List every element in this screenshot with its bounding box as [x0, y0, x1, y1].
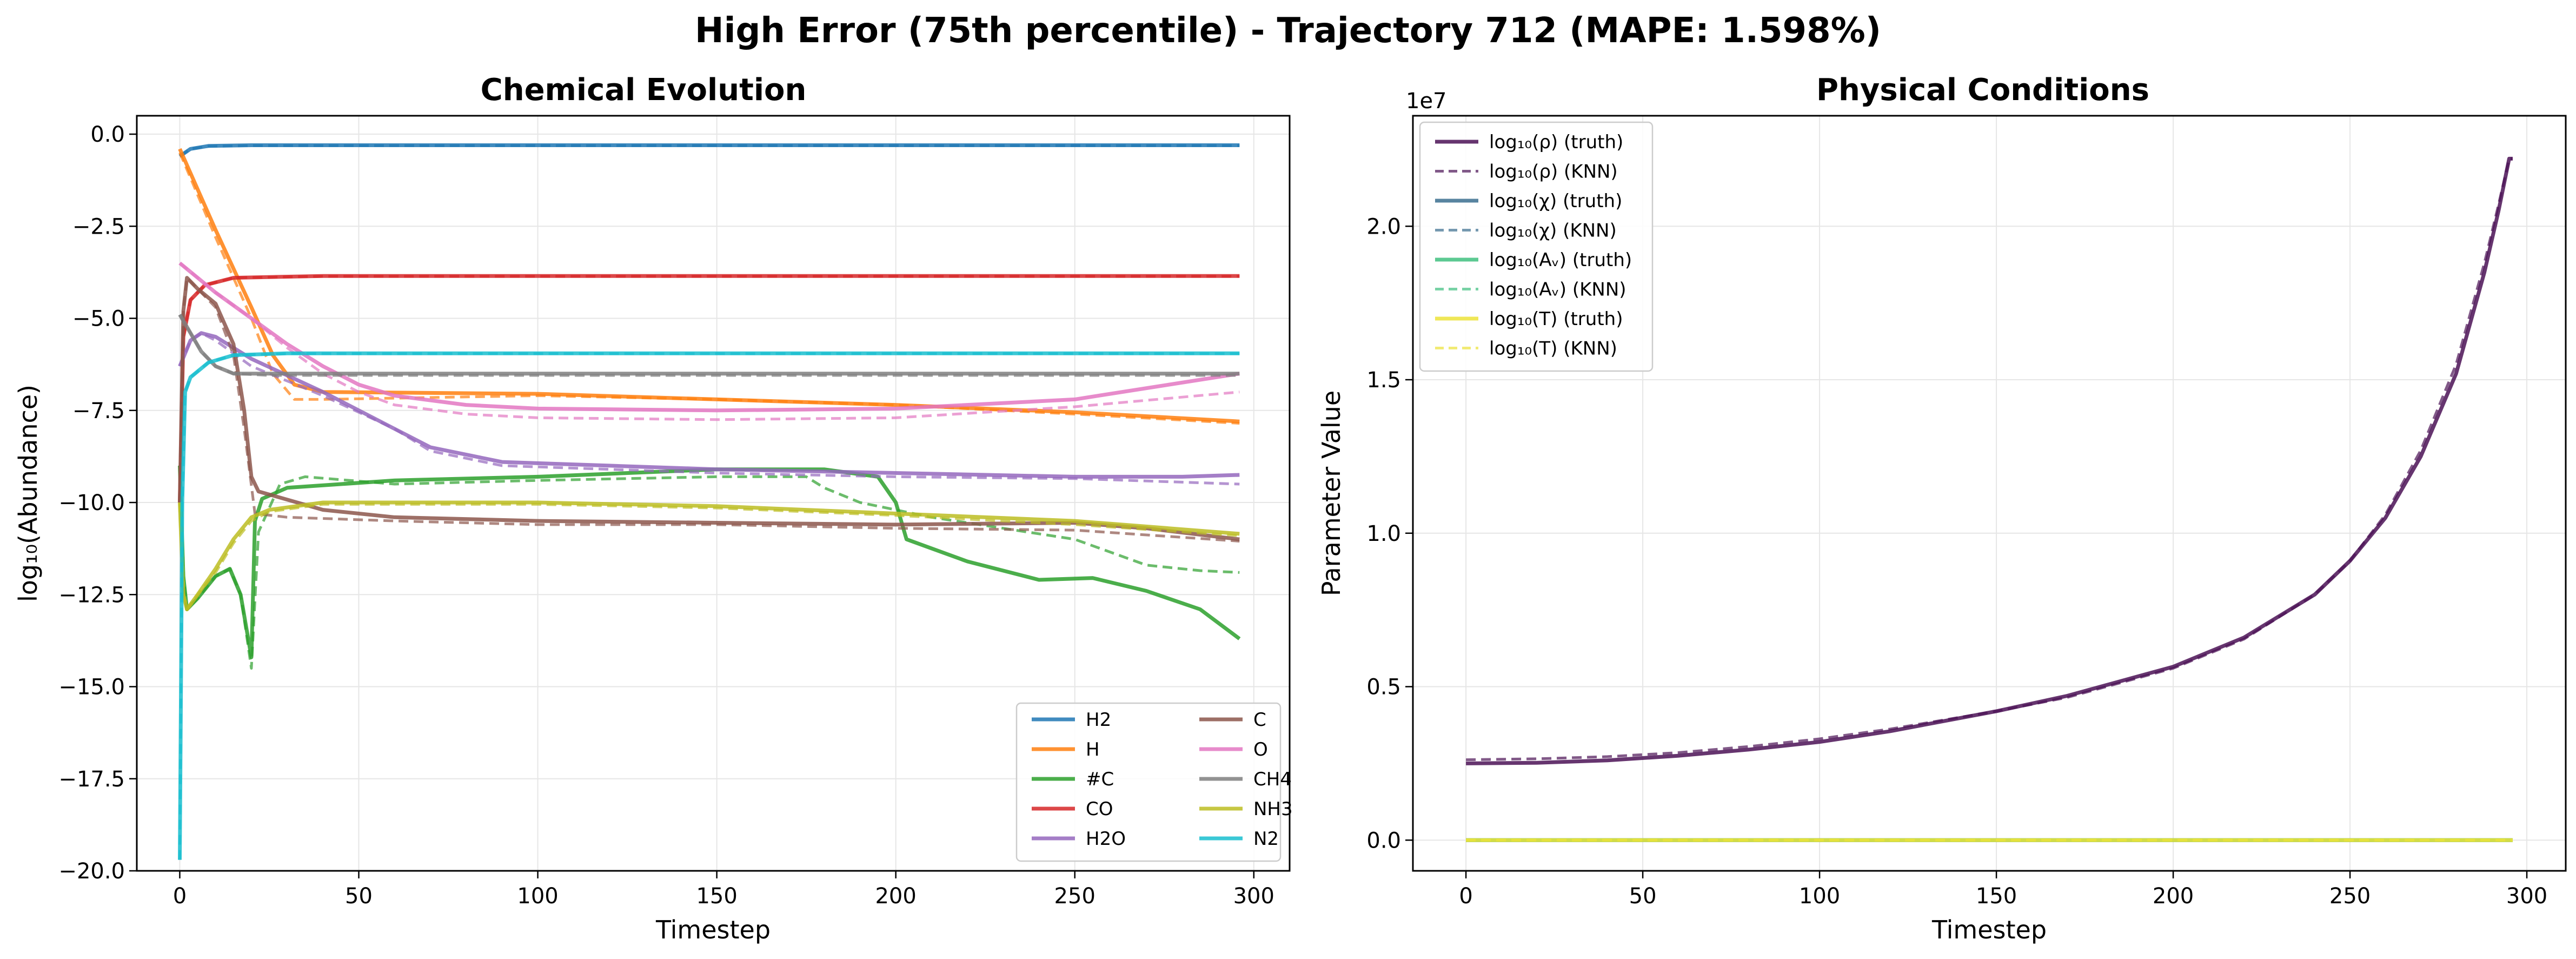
x-tick-label: 200 — [875, 884, 916, 909]
right-legend: log₁₀(ρ) (truth) log₁₀(ρ) (KNN) log₁₀(χ) (… — [1419, 121, 1654, 372]
x-tick-label: 100 — [1799, 884, 1840, 909]
x-tick-label: 250 — [1054, 884, 1096, 909]
y-tick-label: −20.0 — [58, 859, 125, 884]
right-x-axis-label: Timestep — [1931, 915, 2047, 944]
legend-label: H2O — [1086, 828, 1126, 850]
legend-label: log₁₀(ρ) (truth) — [1489, 131, 1623, 153]
legend-label: log₁₀(Aᵥ) (KNN) — [1489, 279, 1626, 301]
legend-label: log₁₀(χ) (truth) — [1489, 190, 1622, 212]
y-tick-label: 1.0 — [1366, 521, 1401, 546]
legend-box — [1015, 702, 1282, 862]
x-tick-label: 250 — [2329, 884, 2371, 909]
x-tick-label: 50 — [345, 884, 373, 909]
right-y-axis-label: Parameter Value — [1317, 391, 1346, 596]
legend-label: log₁₀(χ) (KNN) — [1489, 220, 1617, 242]
legend-label: log₁₀(T) (KNN) — [1489, 338, 1617, 360]
legend-label: log₁₀(Aᵥ) (truth) — [1489, 249, 1632, 271]
legend-label: log₁₀(T) (truth) — [1489, 308, 1623, 330]
y-tick-label: 0.0 — [1366, 828, 1401, 853]
x-tick-label: 150 — [696, 884, 737, 909]
legend-label: #C — [1086, 769, 1114, 790]
left-series-lines — [178, 143, 1241, 860]
series-n2-truth-line — [178, 351, 1240, 860]
y-tick-label: −15.0 — [58, 675, 125, 700]
legend-label: log₁₀(ρ) (KNN) — [1489, 161, 1618, 183]
y-tick-label: −2.5 — [72, 214, 125, 239]
series-c-knn-line — [178, 465, 1240, 670]
legend-label: H — [1086, 739, 1100, 760]
right-ticks: 0 50 100 150 200 250 300 0.0 0.5 1.0 1.5 2.0 — [1366, 214, 2547, 909]
chemical-evolution-title: Chemical Evolution — [481, 72, 807, 108]
legend-label: C — [1253, 709, 1266, 731]
legend-label: CH4 — [1253, 769, 1292, 790]
legend-label: NH3 — [1253, 798, 1293, 820]
legend-label: N2 — [1253, 828, 1279, 850]
figure-suptitle: High Error (75th percentile) - Trajector… — [695, 11, 1881, 51]
right-series-lines — [1466, 156, 2513, 842]
y-tick-label: −17.5 — [58, 767, 125, 792]
x-tick-label: 150 — [1976, 884, 2017, 909]
left-y-axis-label: log₁₀(Abundance) — [14, 385, 43, 602]
x-tick-label: 300 — [2506, 884, 2547, 909]
series-ch4-truth-line — [178, 313, 1240, 376]
x-tick-label: 200 — [2153, 884, 2194, 909]
x-tick-label: 100 — [517, 884, 558, 909]
series-o-truth-line — [178, 261, 1240, 413]
x-tick-label: 0 — [1459, 884, 1472, 909]
series-c-truth-line — [178, 276, 1240, 541]
x-tick-label: 0 — [173, 884, 187, 909]
physical-conditions-panel: Physical Conditions 0 50 100 150 200 250 300 0.… — [1317, 72, 2567, 944]
left-x-axis-label: Timestep — [655, 915, 771, 944]
legend-label: CO — [1086, 798, 1113, 820]
left-axes-frame — [136, 115, 1291, 872]
y-tick-label: −7.5 — [72, 399, 125, 424]
left-legend: H2 H #C CO H2O CO CH4 NH3 N2 — [1015, 702, 1293, 862]
x-tick-label: 300 — [1233, 884, 1274, 909]
y-tick-label: 1.5 — [1366, 368, 1401, 393]
series-c-truth-line — [178, 465, 1241, 659]
physical-conditions-title: Physical Conditions — [1816, 72, 2149, 108]
series-h2-truth-line — [178, 143, 1240, 158]
right-y-offset-label: 1e7 — [1406, 89, 1447, 114]
y-tick-label: −5.0 — [72, 307, 125, 332]
legend-box — [1419, 121, 1654, 372]
right-axes-frame — [1412, 115, 2567, 872]
legend-label: H2 — [1086, 709, 1111, 731]
y-tick-label: 0.0 — [90, 122, 125, 147]
series-nh3-truth-line — [178, 500, 1240, 611]
series-group — [1466, 156, 2513, 842]
y-tick-label: 0.5 — [1366, 675, 1401, 700]
y-tick-label: 2.0 — [1366, 214, 1401, 239]
chemical-evolution-panel: Chemical Evolution 0 50 100 150 200 250 300 0.0… — [14, 72, 1293, 944]
left-ticks: 0 50 100 150 200 250 300 0.0 −2.5 −5.0 −7.5 −10.0 −1… — [58, 122, 1274, 909]
series-log-truth-line — [1466, 156, 2513, 765]
series-group — [178, 143, 1241, 860]
x-tick-label: 50 — [1629, 884, 1657, 909]
y-tick-label: −10.0 — [58, 491, 125, 515]
series-h2o-truth-line — [178, 331, 1240, 479]
legend-label: O — [1253, 739, 1268, 760]
y-tick-label: −12.5 — [58, 583, 125, 607]
